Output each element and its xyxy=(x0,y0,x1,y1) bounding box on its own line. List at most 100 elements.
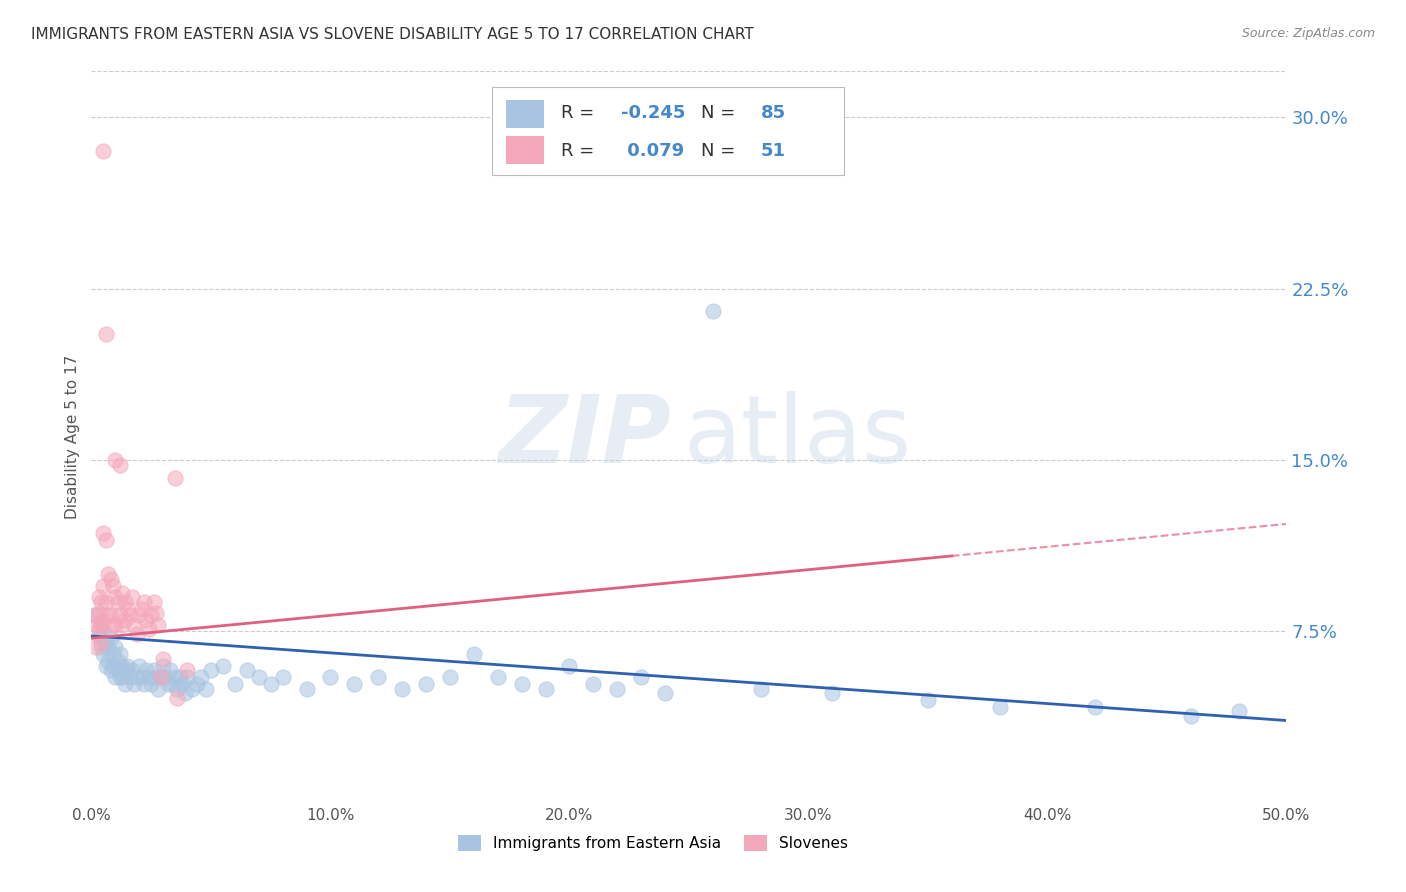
Point xyxy=(111,617,134,632)
Text: 0.079: 0.079 xyxy=(621,142,683,160)
Point xyxy=(107,663,129,677)
Point xyxy=(271,670,294,684)
Point xyxy=(131,601,153,615)
Point xyxy=(104,640,127,655)
Point xyxy=(169,670,191,684)
Point xyxy=(94,327,117,342)
Point xyxy=(235,663,259,677)
Point xyxy=(988,699,1011,714)
Point xyxy=(1084,699,1107,714)
Point xyxy=(166,690,188,705)
Point xyxy=(176,670,198,684)
Point xyxy=(211,658,233,673)
Point xyxy=(90,617,112,632)
Point xyxy=(917,693,939,707)
Point xyxy=(111,585,134,599)
Point xyxy=(558,658,581,673)
Point xyxy=(654,686,676,700)
Point xyxy=(100,572,122,586)
Point xyxy=(180,681,202,696)
Point xyxy=(108,458,131,472)
Point xyxy=(152,652,174,666)
Point xyxy=(138,670,160,684)
Point xyxy=(93,647,114,661)
Text: -0.245: -0.245 xyxy=(621,104,685,122)
Point xyxy=(173,686,195,700)
Point xyxy=(93,579,114,593)
Point xyxy=(100,632,122,646)
Point xyxy=(163,670,186,684)
Point xyxy=(121,590,143,604)
Point xyxy=(463,647,485,661)
Point xyxy=(87,622,110,636)
Point xyxy=(148,681,170,696)
Point xyxy=(163,471,186,485)
Point xyxy=(101,658,124,673)
Point xyxy=(114,595,136,609)
Point xyxy=(118,608,141,623)
Point xyxy=(145,670,167,684)
Point xyxy=(108,608,131,623)
Point xyxy=(135,613,157,627)
Point xyxy=(87,590,110,604)
Point xyxy=(111,658,134,673)
Point xyxy=(118,670,141,684)
Y-axis label: Disability Age 5 to 17: Disability Age 5 to 17 xyxy=(65,355,80,519)
Text: atlas: atlas xyxy=(683,391,911,483)
Point xyxy=(259,677,281,691)
Point xyxy=(101,617,124,632)
Point xyxy=(132,677,155,691)
Point xyxy=(114,677,136,691)
Text: R =: R = xyxy=(561,142,600,160)
Point xyxy=(190,670,212,684)
Point xyxy=(107,595,129,609)
Point xyxy=(97,654,120,668)
Point xyxy=(97,567,120,582)
Point xyxy=(101,579,124,593)
Point xyxy=(156,677,179,691)
Point xyxy=(90,636,112,650)
Point xyxy=(94,636,117,650)
Point xyxy=(582,677,605,691)
Text: N =: N = xyxy=(700,142,741,160)
Text: IMMIGRANTS FROM EASTERN ASIA VS SLOVENE DISABILITY AGE 5 TO 17 CORRELATION CHART: IMMIGRANTS FROM EASTERN ASIA VS SLOVENE … xyxy=(31,27,754,42)
Point xyxy=(114,613,136,627)
Point xyxy=(115,601,138,615)
Point xyxy=(142,595,165,609)
Point xyxy=(343,677,366,691)
Bar xyxy=(506,100,544,128)
Point xyxy=(145,606,167,620)
Point xyxy=(224,677,246,691)
Point xyxy=(128,608,150,623)
Text: 85: 85 xyxy=(761,104,786,122)
Point xyxy=(247,670,270,684)
Point xyxy=(90,640,112,655)
Point xyxy=(138,622,160,636)
Point xyxy=(200,663,222,677)
Point xyxy=(439,670,461,684)
Point xyxy=(135,663,157,677)
Point xyxy=(114,663,136,677)
Point xyxy=(176,663,198,677)
Point xyxy=(107,654,129,668)
Legend: Immigrants from Eastern Asia, Slovenes: Immigrants from Eastern Asia, Slovenes xyxy=(451,830,855,857)
Point xyxy=(94,533,117,547)
Point xyxy=(93,526,114,541)
Point xyxy=(104,617,127,632)
Point xyxy=(100,663,122,677)
Point xyxy=(534,681,557,696)
Text: Source: ZipAtlas.com: Source: ZipAtlas.com xyxy=(1241,27,1375,40)
Point xyxy=(162,677,184,691)
Point xyxy=(83,608,105,623)
Point xyxy=(111,670,134,684)
Point xyxy=(295,681,318,696)
Point xyxy=(125,626,148,640)
Point xyxy=(87,629,110,643)
Text: R =: R = xyxy=(561,104,600,122)
Point xyxy=(172,677,194,691)
Point xyxy=(94,658,117,673)
Point xyxy=(152,658,174,673)
Point xyxy=(1180,709,1202,723)
Point xyxy=(149,670,172,684)
Point xyxy=(166,681,188,696)
